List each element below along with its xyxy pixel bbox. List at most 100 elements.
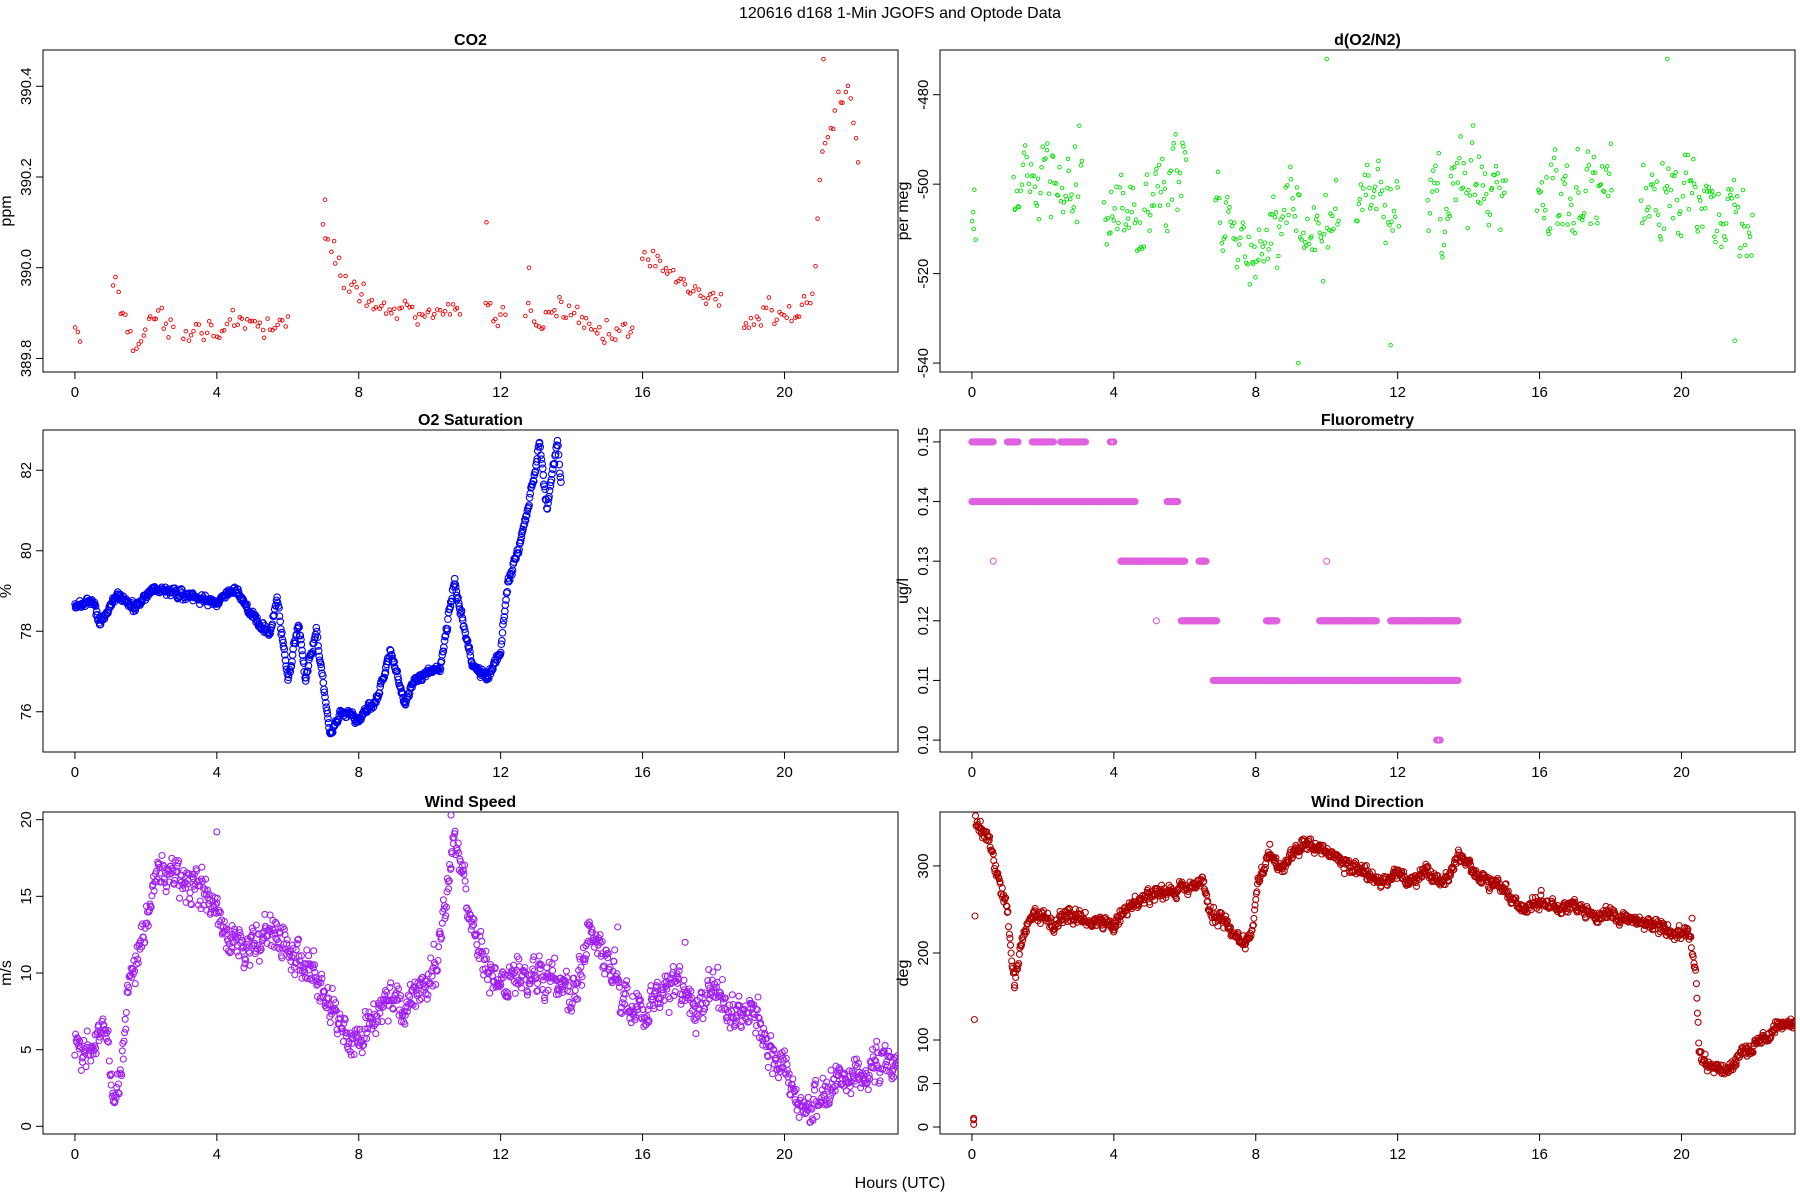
windspeed-point: [158, 851, 166, 860]
winddir-point: [1284, 859, 1292, 867]
o2n2-point: [1731, 177, 1737, 183]
winddir-point: [1184, 891, 1192, 899]
windspeed-point: [735, 992, 743, 1000]
windspeed-point: [477, 947, 485, 955]
windspeed-point: [574, 995, 582, 1003]
co2-point: [855, 160, 861, 165]
co2-point: [123, 312, 128, 317]
o2n2-point: [1566, 211, 1572, 217]
windspeed-point: [478, 937, 486, 945]
windspeed-point: [216, 909, 224, 917]
co2-point: [322, 197, 328, 202]
co2-point: [329, 249, 334, 255]
o2n2-point: [1450, 181, 1456, 186]
o2n2-point: [1235, 257, 1241, 263]
windspeed-point: [853, 1055, 861, 1063]
windspeed-point: [271, 929, 279, 937]
windspeed-point: [709, 968, 717, 976]
o2sat-point: [296, 631, 305, 640]
co2-point: [784, 315, 789, 320]
co2-point: [186, 338, 192, 343]
co2-point: [347, 289, 352, 294]
o2n2-point: [1059, 185, 1065, 191]
o2sat-point: [298, 646, 306, 655]
windspeed-point: [324, 983, 332, 992]
o2n2-point: [1538, 189, 1543, 194]
o2n2-point: [1534, 208, 1540, 213]
windspeed-point: [753, 1006, 761, 1014]
windspeed-point: [246, 961, 254, 969]
co2-point: [552, 308, 557, 313]
o2n2-point: [1376, 158, 1381, 164]
windspeed-point: [268, 930, 276, 938]
windspeed-point: [831, 1082, 839, 1090]
co2-point: [193, 322, 199, 327]
o2n2-point: [1691, 156, 1696, 162]
winddir-point: [1295, 852, 1303, 860]
o2n2-point: [1162, 186, 1168, 191]
o2n2-point: [1741, 224, 1747, 229]
windspeed-point: [540, 994, 549, 1002]
co2-point: [204, 330, 210, 336]
o2n2-point: [1179, 193, 1184, 199]
o2sat-point: [386, 646, 395, 655]
o2n2-point: [1321, 232, 1327, 237]
o2n2-point: [1126, 225, 1132, 230]
windspeed-point: [270, 943, 278, 951]
o2n2-point: [1729, 187, 1734, 192]
co2-point: [391, 306, 397, 311]
o2n2-point: [1580, 218, 1585, 223]
windspeed-point: [356, 1025, 364, 1033]
o2n2-point: [1112, 206, 1117, 211]
o2n2-point: [1556, 213, 1561, 219]
windspeed-point: [692, 1014, 700, 1022]
o2sat-point: [320, 688, 329, 697]
o2sat-point: [314, 647, 323, 655]
winddir-x-tick-label: 20: [1673, 1146, 1690, 1163]
windspeed-y-tick-label: 5: [18, 1045, 35, 1053]
co2-point: [110, 283, 116, 288]
windspeed-point: [144, 922, 152, 930]
o2n2-point: [1733, 209, 1739, 215]
o2n2-point: [1040, 144, 1045, 149]
o2sat-point: [525, 501, 533, 510]
o2n2-point: [1661, 226, 1667, 231]
o2sat-point: [287, 662, 296, 670]
o2n2-point: [1394, 179, 1400, 184]
winddir-point: [1271, 856, 1279, 865]
windspeed-x-tick-label: 20: [776, 1146, 793, 1163]
o2n2-point: [1231, 236, 1236, 241]
o2n2-point: [1678, 209, 1683, 214]
co2-point: [373, 305, 378, 310]
co2-plot-frame: [42, 49, 899, 373]
o2n2-point: [1077, 123, 1082, 128]
windspeed-point: [764, 1063, 772, 1071]
o2n2-point: [1660, 161, 1665, 166]
o2n2-point: [1593, 170, 1598, 175]
windspeed-point: [170, 880, 178, 888]
co2-point: [810, 291, 815, 296]
co2-point: [128, 328, 133, 334]
o2n2-point: [1572, 231, 1578, 236]
o2n2-point: [1261, 259, 1266, 264]
o2n2-point: [1686, 206, 1692, 212]
windspeed-point: [212, 901, 220, 909]
co2-point: [575, 304, 580, 310]
windspeed-x-tick-label: 16: [634, 1146, 651, 1163]
o2n2-point: [1024, 173, 1030, 178]
co2-point: [761, 305, 766, 310]
co2-point: [801, 294, 807, 299]
windspeed-point: [639, 1006, 647, 1014]
windspeed-point: [231, 925, 239, 933]
o2n2-point: [1539, 180, 1545, 185]
o2n2-point: [1252, 244, 1257, 249]
o2n2-point: [1378, 179, 1384, 185]
winddir-point: [987, 847, 995, 855]
windspeed-point: [175, 894, 184, 902]
windspeed-point: [372, 1030, 380, 1038]
o2sat-point: [319, 678, 328, 687]
co2-point: [817, 177, 822, 183]
o2n2-point: [1448, 173, 1454, 179]
windspeed-point: [445, 885, 453, 893]
